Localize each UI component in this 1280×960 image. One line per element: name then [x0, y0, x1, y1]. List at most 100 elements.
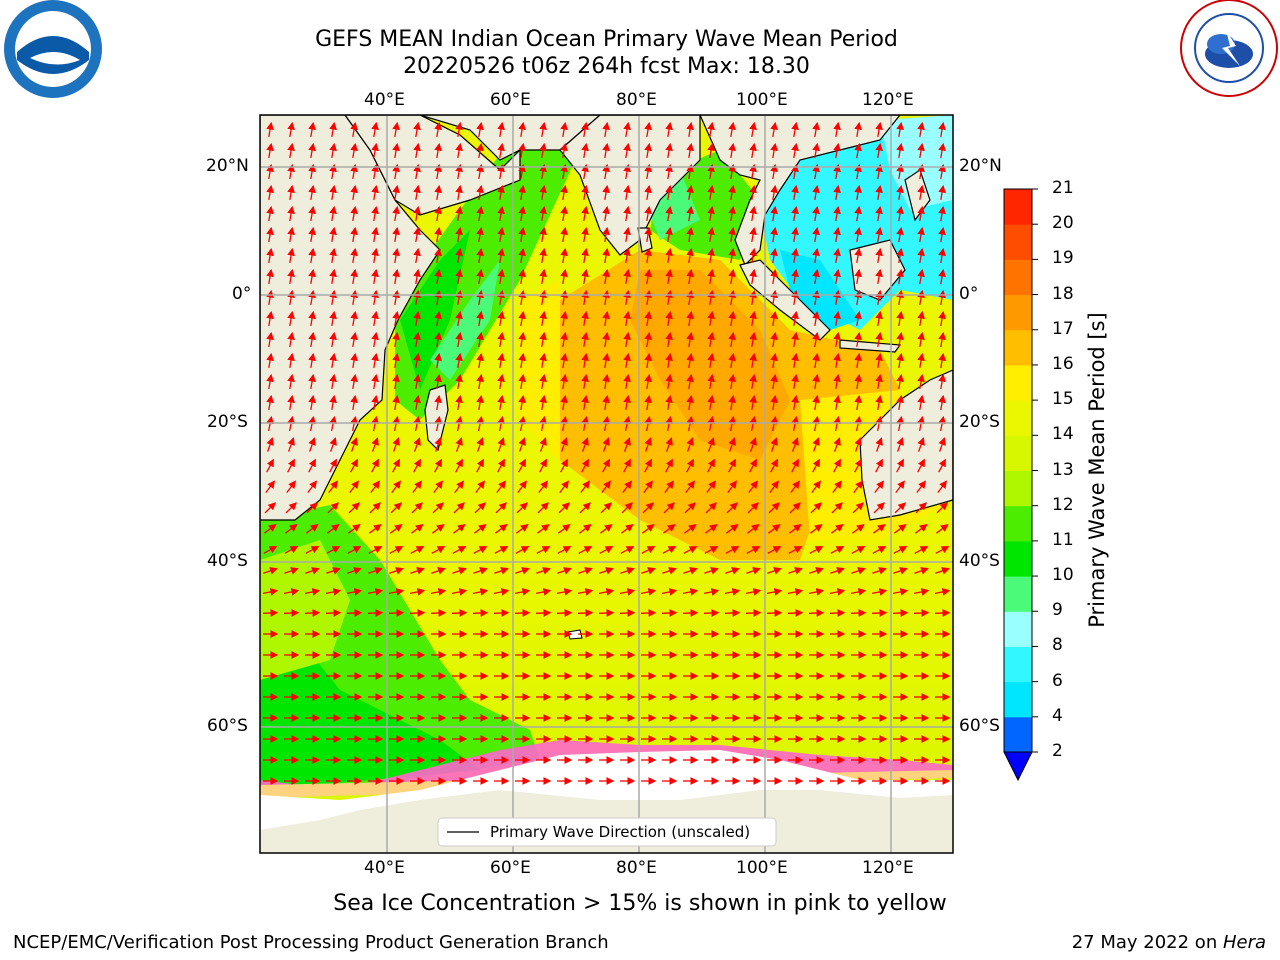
- wave-arrow: [644, 268, 652, 285]
- wave-arrow: [748, 480, 758, 493]
- wave-arrow: [727, 480, 737, 493]
- wave-arrow: [370, 480, 380, 493]
- wave-arrow: [726, 524, 739, 534]
- wave-arrow: [455, 205, 463, 222]
- wave-arrow: [371, 205, 379, 222]
- wave-arrow: [728, 184, 736, 201]
- wave-arrow: [875, 310, 883, 327]
- wave-arrow: [497, 437, 505, 452]
- wave-arrow: [745, 588, 762, 596]
- wave-arrow: [411, 502, 423, 514]
- wave-arrow: [537, 502, 549, 514]
- wave-arrow: [875, 142, 883, 159]
- wave-arrow: [455, 184, 463, 201]
- colorbar-segment: [1004, 329, 1032, 366]
- wave-arrow: [455, 415, 463, 432]
- wave-arrow: [517, 480, 527, 493]
- wave-arrow: [535, 588, 552, 596]
- colorbar-tick-label: 19: [1052, 248, 1074, 269]
- wave-arrow: [728, 352, 736, 369]
- wave-arrow: [560, 373, 568, 390]
- wave-arrow: [852, 502, 864, 514]
- wave-arrow: [560, 205, 568, 222]
- wave-arrow: [560, 352, 568, 369]
- wave-arrow: [707, 310, 715, 327]
- wave-arrow: [707, 184, 715, 201]
- wave-arrow: [539, 226, 547, 243]
- wave-arrow: [430, 588, 447, 596]
- wave-arrow: [707, 205, 715, 222]
- wave-arrow: [476, 121, 484, 138]
- wave-arrow: [749, 226, 757, 243]
- wave-arrow: [558, 524, 571, 534]
- wave-arrow: [413, 458, 421, 473]
- wave-arrow: [602, 142, 610, 159]
- wave-arrow: [283, 588, 300, 596]
- wave-arrow: [833, 205, 841, 222]
- wave-arrow: [770, 373, 778, 390]
- wave-arrow: [875, 268, 883, 285]
- wave-arrow: [434, 268, 442, 285]
- wave-arrow: [728, 373, 736, 390]
- wave-arrow: [641, 546, 656, 554]
- wave-arrow: [854, 226, 862, 243]
- wave-arrow: [896, 394, 904, 411]
- wave-arrow: [892, 588, 909, 596]
- wave-arrow: [350, 352, 358, 369]
- wave-arrow: [644, 289, 652, 306]
- wave-arrow: [770, 437, 778, 452]
- wave-arrow: [287, 205, 295, 222]
- wave-arrow: [518, 289, 526, 306]
- wave-arrow: [266, 142, 274, 159]
- colorbar-segment: [1004, 540, 1032, 577]
- wave-arrow: [371, 458, 379, 473]
- wave-arrow: [284, 567, 299, 575]
- wave-arrow: [917, 373, 925, 390]
- wave-arrow: [917, 415, 925, 432]
- wave-arrow: [432, 524, 445, 534]
- wave-arrow: [434, 310, 442, 327]
- wave-arrow: [518, 394, 526, 411]
- wave-arrow: [266, 310, 274, 327]
- wave-arrow: [599, 567, 614, 575]
- lon-tick-bottom-60e: 60°E: [490, 858, 531, 878]
- wave-arrow: [434, 184, 442, 201]
- wave-arrow: [707, 247, 715, 264]
- wave-arrow: [371, 331, 379, 348]
- wave-arrow: [896, 142, 904, 159]
- wave-arrow: [789, 524, 802, 534]
- wave-arrow: [350, 121, 358, 138]
- wave-arrow: [434, 352, 442, 369]
- wave-arrow: [749, 437, 757, 452]
- wave-arrow: [602, 205, 610, 222]
- wave-arrow: [371, 268, 379, 285]
- wave-arrow: [599, 546, 614, 554]
- lat-tick-right-20s: 20°S: [959, 412, 1000, 432]
- wave-arrow: [476, 226, 484, 243]
- wave-arrow: [476, 247, 484, 264]
- wave-arrow: [497, 289, 505, 306]
- wave-arrow: [623, 205, 631, 222]
- wave-arrow: [518, 184, 526, 201]
- wave-arrow: [875, 289, 883, 306]
- wave-arrow: [308, 352, 316, 369]
- wave-arrow: [284, 546, 299, 554]
- wave-arrow: [728, 394, 736, 411]
- wave-arrow: [305, 567, 320, 575]
- wave-arrow: [581, 226, 589, 243]
- wave-arrow: [453, 524, 466, 534]
- wave-arrow: [749, 352, 757, 369]
- wave-arrow: [371, 184, 379, 201]
- wave-arrow: [854, 352, 862, 369]
- wave-arrow: [875, 226, 883, 243]
- wave-arrow: [539, 458, 547, 473]
- wave-arrow: [413, 205, 421, 222]
- wave-arrow: [581, 415, 589, 432]
- wave-arrow: [623, 289, 631, 306]
- wave-arrow: [896, 331, 904, 348]
- wave-arrow: [536, 546, 551, 554]
- wave-arrow: [791, 289, 799, 306]
- wave-arrow: [812, 331, 820, 348]
- wave-arrow: [581, 268, 589, 285]
- colorbar-segment: [1004, 716, 1032, 753]
